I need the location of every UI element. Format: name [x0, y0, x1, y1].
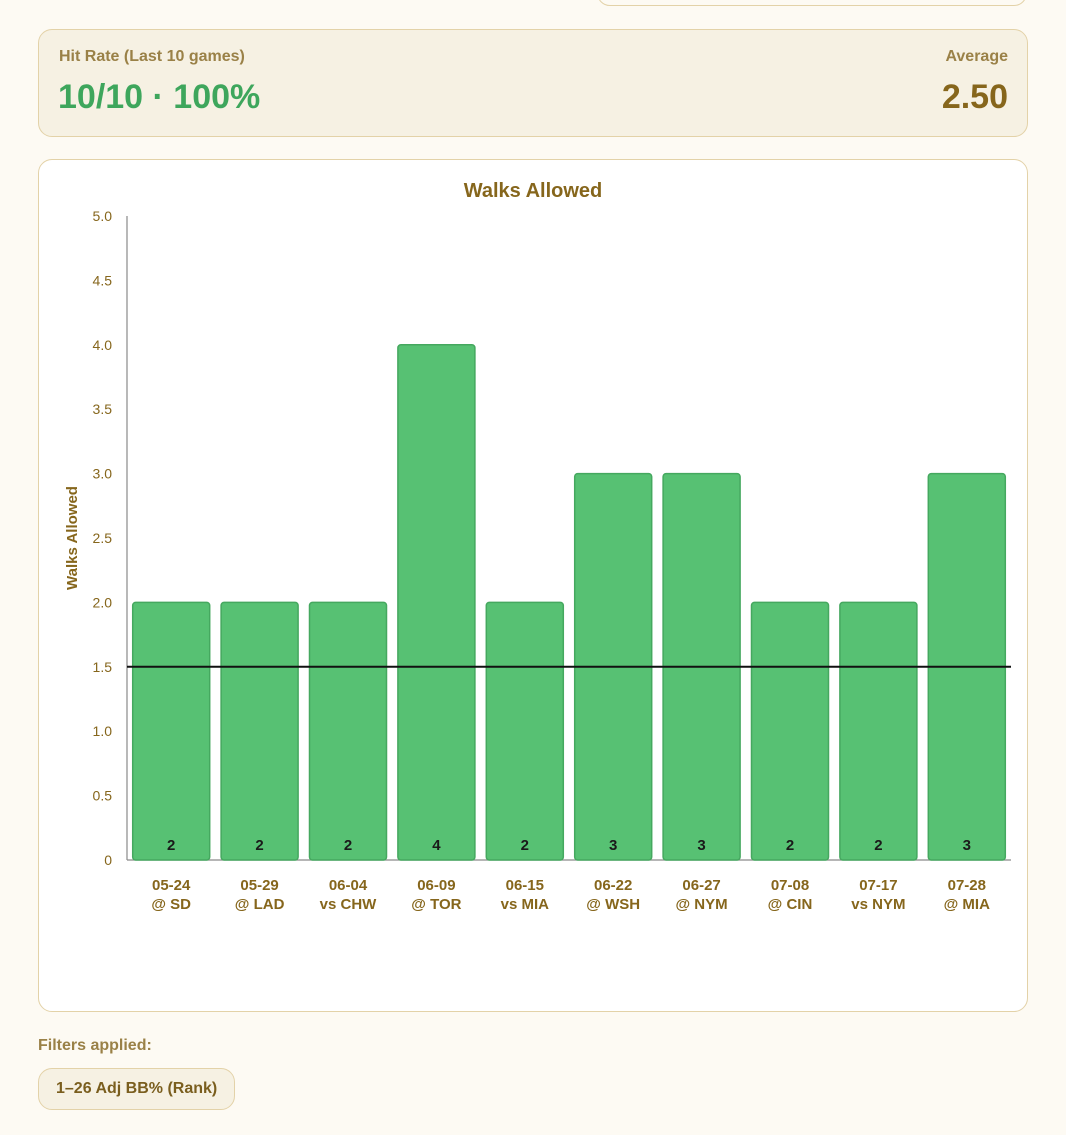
x-tick-opponent: @ CIN [768, 896, 813, 913]
hit-rate-card: Hit Rate (Last 10 games) 10/10 · 100% Av… [38, 29, 1028, 137]
y-tick-label: 0.5 [93, 788, 113, 804]
bar [131, 601, 211, 861]
bar-data-label: 4 [432, 837, 441, 854]
hit-rate-label: Hit Rate (Last 10 games) [59, 48, 245, 65]
y-tick-label: 5.0 [93, 208, 113, 224]
average-label: Average [945, 48, 1008, 65]
x-tick-date: 06-09 [417, 877, 455, 894]
x-tick-opponent: vs CHW [320, 896, 378, 913]
hit-rate-value: 10/10 · 100% [58, 78, 261, 116]
chart-title: Walks Allowed [464, 180, 603, 202]
y-axis-label: Walks Allowed [64, 486, 81, 590]
filters-label: Filters applied: [38, 1037, 152, 1054]
walks-allowed-chart: Walks Allowed Walks Allowed 0 0.5 1.0 1.5 2.0 2… [64, 180, 1011, 913]
x-tick-date: 06-22 [594, 877, 632, 894]
x-tick-date: 06-27 [682, 877, 720, 894]
bar-data-label: 3 [697, 837, 705, 854]
y-tick-label: 2.5 [93, 530, 113, 546]
y-tick-label: 1.0 [93, 723, 113, 739]
y-tick-label: 0 [104, 852, 112, 868]
bar [750, 601, 830, 861]
x-tick-opponent: @ SD [151, 896, 191, 913]
x-tick-opponent: @ WSH [586, 896, 640, 913]
x-tick-date: 06-15 [506, 877, 544, 894]
top-card-edge [597, 0, 1027, 6]
bar-data-label: 2 [255, 837, 263, 854]
bar [839, 601, 918, 861]
y-tick-label: 3.0 [93, 466, 113, 482]
bar-data-label: 3 [963, 837, 971, 854]
bar-data-label: 3 [609, 837, 617, 854]
y-tick-label: 4.0 [93, 337, 113, 353]
y-tick-label: 4.5 [93, 272, 113, 288]
x-tick-opponent: vs NYM [851, 896, 905, 913]
x-tick-date: 07-17 [859, 877, 897, 894]
chart-card: Walks Allowed Walks Allowed 0 0.5 1.0 1.5 2.0 2… [38, 159, 1028, 1012]
x-tick-opponent: @ LAD [235, 896, 285, 913]
x-tick-opponent: @ MIA [944, 896, 990, 913]
x-tick-date: 05-29 [240, 877, 278, 894]
bar-data-label: 2 [874, 837, 882, 854]
bar-data-label: 2 [344, 837, 352, 854]
x-tick-date: 07-28 [948, 877, 986, 894]
bar [220, 601, 299, 861]
y-tick-label: 3.5 [93, 401, 113, 417]
x-tick-date: 05-24 [152, 877, 191, 894]
y-tick-label: 1.5 [93, 659, 113, 675]
bar-data-label: 2 [521, 837, 529, 854]
average-value: 2.50 [941, 78, 1008, 116]
y-tick-label: 2.0 [93, 594, 113, 610]
bar [397, 344, 476, 861]
bar-data-label: 2 [786, 837, 794, 854]
bar [485, 601, 565, 861]
x-tick-opponent: @ TOR [411, 896, 461, 913]
bar [308, 601, 388, 861]
x-tick-opponent: vs MIA [501, 896, 550, 913]
x-tick-opponent: @ NYM [676, 896, 728, 913]
filter-chip-adj-bb[interactable]: 1–26 Adj BB% (Rank) [38, 1068, 236, 1110]
bar-data-label: 2 [167, 837, 175, 854]
x-tick-date: 06-04 [329, 877, 368, 894]
x-tick-date: 07-08 [771, 877, 809, 894]
